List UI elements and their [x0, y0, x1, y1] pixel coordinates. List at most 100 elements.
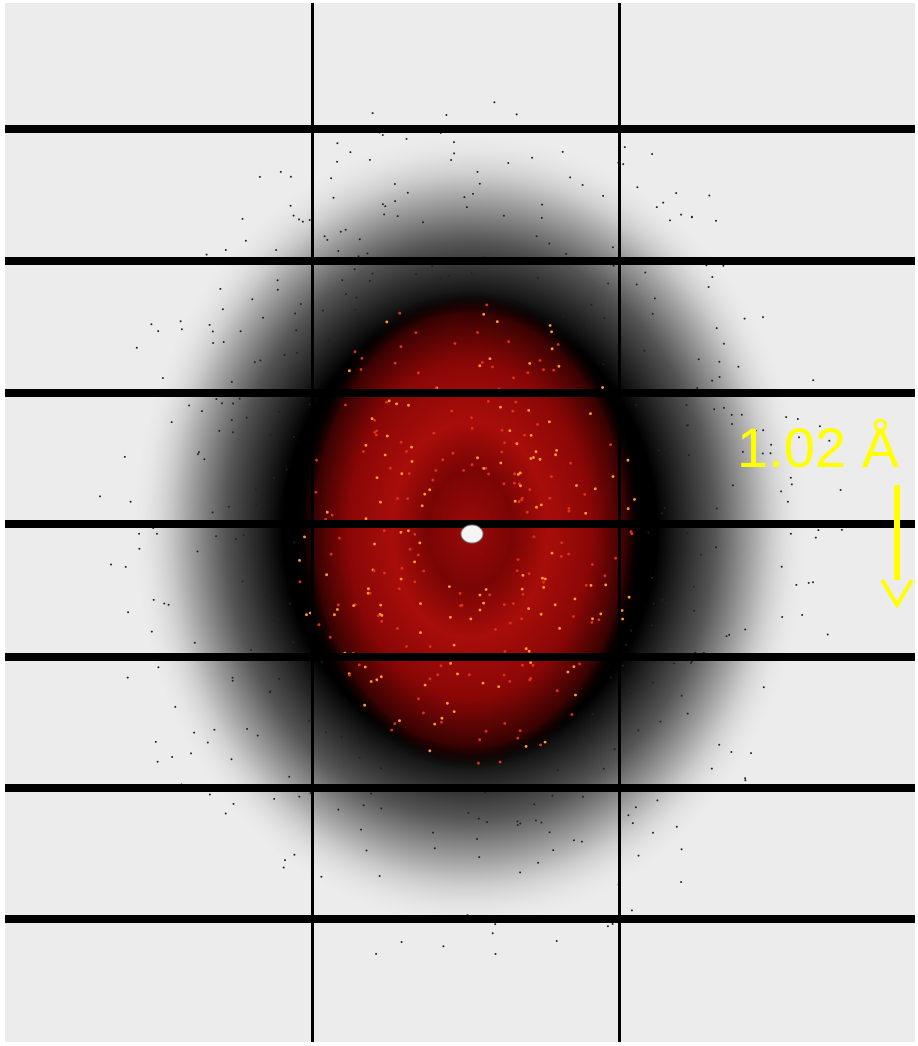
reflection-spot: [218, 430, 220, 432]
reflection-spot: [497, 685, 500, 688]
reflection-spot: [459, 604, 462, 607]
reflection-spot: [456, 673, 459, 676]
reflection-spot: [700, 554, 702, 556]
reflection-spot: [348, 674, 351, 677]
reflection-spot: [713, 408, 715, 410]
reflection-spot: [508, 680, 511, 683]
reflection-spot: [242, 580, 244, 582]
reflection-spot: [340, 231, 342, 233]
reflection-spot: [491, 366, 494, 369]
reflection-spot: [288, 776, 290, 778]
reflection-spot: [556, 689, 559, 692]
reflection-spot: [423, 493, 426, 496]
reflection-spot: [273, 798, 275, 800]
reflection-spot: [221, 402, 223, 404]
reflection-spot: [329, 636, 332, 639]
reflection-spot: [544, 578, 547, 581]
reflection-spot: [418, 542, 421, 545]
reflection-spot: [407, 192, 409, 194]
reflection-spot: [602, 721, 604, 723]
reflection-spot: [294, 313, 296, 315]
reflection-spot: [325, 732, 327, 734]
reflection-spot: [686, 532, 688, 534]
reflection-spot: [138, 533, 140, 535]
reflection-spot: [298, 559, 301, 562]
reflection-spot: [434, 469, 437, 472]
reflection-spot: [150, 323, 152, 325]
reflection-spot: [817, 529, 819, 531]
reflection-spot: [407, 404, 410, 407]
reflection-spot: [610, 677, 612, 679]
reflection-spot: [413, 580, 416, 583]
reflection-spot: [557, 769, 559, 771]
reflection-spot: [512, 376, 515, 379]
h-gap: [5, 784, 915, 792]
reflection-spot: [801, 614, 803, 616]
reflection-spot: [354, 324, 356, 326]
reflection-spot: [436, 673, 439, 676]
reflection-spot: [450, 159, 452, 161]
reflection-spot: [630, 530, 633, 533]
reflection-spot: [535, 450, 538, 453]
reflection-spot: [349, 151, 351, 153]
reflection-spot: [519, 729, 522, 732]
reflection-spot: [550, 475, 553, 478]
reflection-spot: [711, 768, 713, 770]
reflection-spot: [225, 813, 227, 815]
reflection-spot: [326, 239, 328, 241]
reflection-spot: [711, 276, 713, 278]
reflection-spot: [415, 331, 418, 334]
reflection-spot: [658, 449, 660, 451]
reflection-spot: [442, 945, 444, 947]
reflection-spot: [548, 243, 550, 245]
reflection-spot: [521, 664, 524, 667]
reflection-spot: [372, 273, 374, 275]
reflection-spot: [477, 171, 479, 173]
reflection-spot: [527, 409, 530, 412]
reflection-spot: [538, 294, 540, 296]
reflection-spot: [406, 138, 408, 140]
reflection-spot: [394, 183, 396, 185]
reflection-spot: [397, 215, 399, 217]
reflection-spot: [517, 473, 520, 476]
reflection-spot: [373, 569, 376, 572]
reflection-spot: [623, 696, 625, 698]
reflection-spot: [197, 551, 199, 553]
reflection-spot: [476, 838, 478, 840]
reflection-spot: [512, 602, 515, 605]
reflection-spot: [439, 277, 441, 279]
reflection-spot: [375, 434, 378, 437]
reflection-spot: [363, 704, 366, 707]
reflection-spot: [449, 616, 452, 619]
h-gap: [5, 653, 915, 661]
reflection-spot: [188, 405, 190, 407]
reflection-spot: [558, 627, 561, 630]
reflection-spot: [602, 195, 604, 197]
reflection-spot: [548, 420, 551, 423]
reflection-spot: [549, 324, 552, 327]
reflection-spot: [375, 678, 378, 681]
reflection-spot: [551, 552, 554, 555]
reflection-spot: [653, 603, 655, 605]
reflection-spot: [681, 848, 683, 850]
reflection-spot: [382, 203, 384, 205]
reflection-spot: [676, 826, 678, 828]
reflection-spot: [664, 507, 666, 509]
reflection-spot: [336, 161, 338, 163]
reflection-spot: [453, 710, 456, 713]
reflection-spot: [614, 748, 616, 750]
reflection-spot: [300, 303, 302, 305]
reflection-spot: [554, 603, 557, 606]
reflection-spot: [477, 762, 480, 765]
reflection-spot: [521, 497, 524, 500]
reflection-spot: [345, 229, 347, 231]
diffraction-image: 1.02 Å: [0, 0, 918, 1046]
reflection-spot: [325, 573, 328, 576]
reflection-spot: [136, 347, 138, 349]
reflection-spot: [212, 511, 214, 513]
reflection-spot: [544, 741, 547, 744]
reflection-spot: [293, 542, 295, 544]
reflection-spot: [513, 482, 516, 485]
reflection-spot: [401, 567, 404, 570]
reflection-spot: [432, 832, 434, 834]
